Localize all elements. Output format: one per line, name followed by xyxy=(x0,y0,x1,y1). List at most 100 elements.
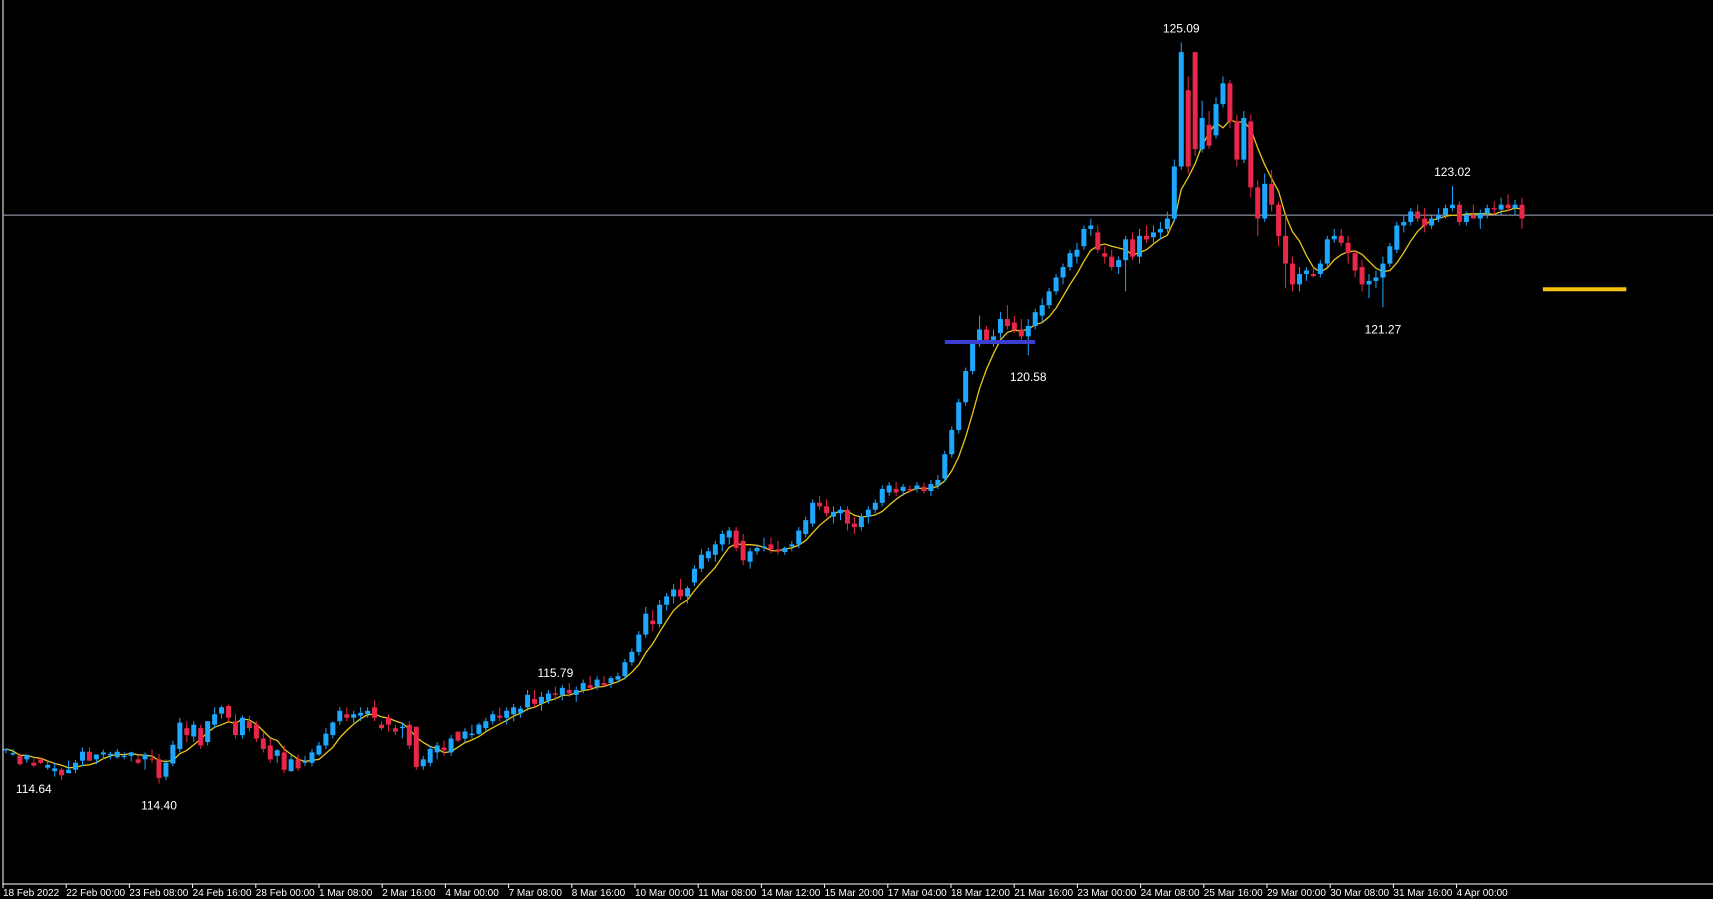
candle xyxy=(344,707,350,722)
candle-body xyxy=(135,759,141,763)
candle xyxy=(142,752,148,770)
candle xyxy=(121,752,127,760)
candle xyxy=(351,710,357,725)
candle xyxy=(399,722,405,739)
candle xyxy=(253,721,259,742)
candle xyxy=(1199,100,1205,153)
candle-body xyxy=(789,544,795,547)
candle-body xyxy=(1143,235,1149,240)
candle-body xyxy=(413,726,419,767)
candle xyxy=(552,686,558,701)
candle xyxy=(184,721,190,742)
candle-body xyxy=(865,509,871,517)
candle xyxy=(705,547,711,562)
candle-body xyxy=(1102,253,1108,257)
candle-body xyxy=(469,733,475,736)
candle-body xyxy=(1255,187,1261,219)
candle xyxy=(1102,246,1108,264)
candle-body xyxy=(1436,215,1442,219)
candle-body xyxy=(580,683,586,690)
candle-body xyxy=(1283,235,1289,264)
candle xyxy=(1443,204,1449,219)
candle xyxy=(330,721,336,739)
candle xyxy=(1283,215,1289,288)
x-tick-label: 31 Mar 16:00 xyxy=(1393,888,1452,899)
candle-body xyxy=(1227,83,1233,122)
candle xyxy=(893,482,899,496)
candle-body xyxy=(1331,235,1337,240)
candle-body xyxy=(93,754,99,760)
x-tick-label: 1 Mar 08:00 xyxy=(319,888,373,899)
x-tick-label: 22 Feb 00:00 xyxy=(66,888,125,899)
candle-body xyxy=(1394,225,1400,250)
candle-body xyxy=(990,336,996,340)
candle-body xyxy=(448,738,454,753)
candle xyxy=(52,762,58,777)
candle xyxy=(1053,274,1059,295)
candle xyxy=(538,692,544,711)
candle-body xyxy=(476,724,482,734)
candle xyxy=(1004,305,1010,330)
candle-body xyxy=(1408,211,1414,222)
candle xyxy=(316,742,322,756)
candle xyxy=(219,705,225,719)
candle xyxy=(1491,201,1497,216)
candle-body xyxy=(1290,263,1296,285)
candle xyxy=(441,740,447,756)
candle-body xyxy=(420,759,426,767)
candle xyxy=(837,506,843,521)
candle xyxy=(719,530,725,552)
candle xyxy=(86,747,92,762)
candle xyxy=(38,757,44,765)
candle-body xyxy=(858,516,864,528)
candle-body xyxy=(615,676,621,680)
candle xyxy=(1394,222,1400,254)
candle xyxy=(1512,199,1518,216)
candle xyxy=(1192,52,1198,157)
candle xyxy=(1456,201,1462,226)
candle xyxy=(844,506,850,531)
candle-body xyxy=(678,589,684,597)
candle xyxy=(740,534,746,566)
candle xyxy=(45,760,51,770)
candle-body xyxy=(274,750,280,756)
candle-body xyxy=(761,546,767,548)
candle xyxy=(900,484,906,496)
candle xyxy=(1449,185,1455,212)
candle-body xyxy=(726,530,732,538)
candle-body xyxy=(483,721,489,729)
candle xyxy=(1463,211,1469,226)
candle-body xyxy=(963,371,969,403)
candle xyxy=(1290,256,1296,292)
candle xyxy=(872,499,878,514)
candle xyxy=(685,586,691,604)
candle xyxy=(267,738,273,763)
candle-body xyxy=(698,554,704,569)
candle xyxy=(1373,270,1379,288)
candle xyxy=(1088,218,1094,236)
candle xyxy=(768,537,774,554)
candle-body xyxy=(997,319,1003,333)
candle-body xyxy=(538,696,544,704)
candle-body xyxy=(497,715,503,718)
candle xyxy=(372,700,378,722)
candle-body xyxy=(73,762,79,770)
candle-body xyxy=(1095,232,1101,250)
candle-body xyxy=(1178,52,1184,167)
candle xyxy=(295,754,301,772)
candle-body xyxy=(66,769,72,774)
candle xyxy=(309,748,315,767)
candle-body xyxy=(545,693,551,701)
candle-body xyxy=(100,752,106,755)
candle-body xyxy=(525,694,531,708)
candle xyxy=(17,753,23,766)
candle-body xyxy=(921,486,927,492)
candle xyxy=(260,731,266,753)
candle xyxy=(566,683,572,697)
candle-body xyxy=(1130,239,1136,257)
candle-body xyxy=(1338,235,1344,243)
candle xyxy=(170,740,176,767)
price-annotation: 123.02 xyxy=(1434,165,1471,179)
x-tick-label: 8 Mar 16:00 xyxy=(572,888,626,899)
candle xyxy=(483,717,489,732)
